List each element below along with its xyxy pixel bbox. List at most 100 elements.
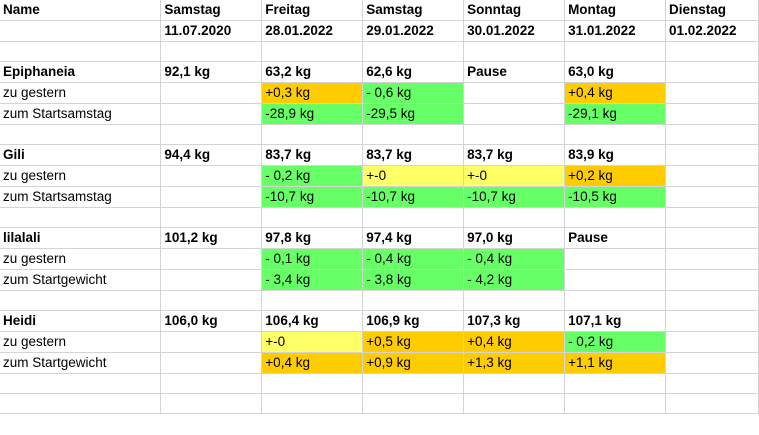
header-date[interactable]: 29.01.2022 [362, 20, 465, 42]
weight-cell[interactable]: Pause [463, 61, 566, 83]
empty-cell[interactable] [664, 393, 759, 414]
empty-cell[interactable] [160, 290, 263, 311]
diff-cell[interactable]: - 0,1 kg [261, 248, 364, 270]
diff-cell[interactable] [160, 331, 263, 353]
row-label[interactable]: zum Startsamstag [0, 186, 162, 208]
diff-cell[interactable] [160, 269, 263, 291]
diff-cell[interactable] [564, 269, 666, 291]
empty-cell[interactable] [664, 124, 759, 145]
diff-cell[interactable]: -10,5 kg [564, 186, 666, 208]
weight-cell[interactable]: 97,4 kg [362, 227, 465, 249]
empty-cell[interactable] [664, 41, 759, 62]
diff-cell[interactable]: - 0,2 kg [261, 165, 364, 187]
diff-cell[interactable]: - 0,2 kg [564, 331, 666, 353]
person-name[interactable]: Epiphaneia [0, 61, 162, 83]
diff-cell[interactable]: +-0 [463, 165, 566, 187]
diff-cell[interactable]: +0,2 kg [564, 165, 666, 187]
diff-cell[interactable] [664, 269, 759, 291]
person-name[interactable]: lilalali [0, 227, 162, 249]
empty-cell[interactable] [160, 207, 263, 228]
empty-cell[interactable] [0, 41, 162, 62]
row-label[interactable]: zu gestern [0, 248, 162, 270]
diff-cell[interactable]: +0,5 kg [362, 331, 465, 353]
header-date[interactable]: 01.02.2022 [664, 20, 759, 42]
diff-cell[interactable]: -10,7 kg [362, 186, 465, 208]
weight-cell[interactable]: 63,2 kg [261, 61, 364, 83]
diff-cell[interactable]: - 0,6 kg [362, 82, 465, 104]
header-date[interactable]: 11.07.2020 [160, 20, 263, 42]
row-label[interactable]: zum Startgewicht [0, 269, 162, 291]
weight-cell[interactable]: 63,0 kg [564, 61, 666, 83]
diff-cell[interactable]: - 3,8 kg [362, 269, 465, 291]
diff-cell[interactable] [160, 82, 263, 104]
diff-cell[interactable]: +0,3 kg [261, 82, 364, 104]
empty-cell[interactable] [564, 41, 666, 62]
diff-cell[interactable] [160, 165, 263, 187]
weight-cell[interactable]: 107,1 kg [564, 310, 666, 332]
weight-cell[interactable]: 83,7 kg [362, 144, 465, 166]
header-day[interactable]: Freitag [261, 0, 364, 21]
empty-cell[interactable] [0, 290, 162, 311]
weight-cell[interactable]: 62,6 kg [362, 61, 465, 83]
diff-cell[interactable] [664, 352, 759, 374]
weight-cell[interactable]: 83,7 kg [463, 144, 566, 166]
diff-cell[interactable]: - 0,4 kg [362, 248, 465, 270]
empty-cell[interactable] [0, 207, 162, 228]
diff-cell[interactable]: - 3,4 kg [261, 269, 364, 291]
empty-cell[interactable] [463, 41, 566, 62]
row-label[interactable]: zu gestern [0, 331, 162, 353]
diff-cell[interactable] [160, 352, 263, 374]
weight-cell[interactable]: Pause [564, 227, 666, 249]
weight-cell[interactable]: 106,4 kg [261, 310, 364, 332]
weight-cell[interactable]: 83,9 kg [564, 144, 666, 166]
weight-cell[interactable]: 107,3 kg [463, 310, 566, 332]
diff-cell[interactable]: - 0,4 kg [463, 248, 566, 270]
header-day[interactable]: Dienstag [664, 0, 759, 21]
diff-cell[interactable]: +1,1 kg [564, 352, 666, 374]
empty-cell[interactable] [463, 207, 566, 228]
header-name[interactable]: Name [0, 0, 162, 21]
diff-cell[interactable]: +-0 [261, 331, 364, 353]
header-day[interactable]: Montag [564, 0, 666, 21]
diff-cell[interactable]: -29,1 kg [564, 103, 666, 125]
diff-cell[interactable]: +-0 [362, 165, 465, 187]
empty-cell[interactable] [463, 393, 566, 414]
diff-cell[interactable]: -10,7 kg [261, 186, 364, 208]
diff-cell[interactable] [160, 103, 263, 125]
diff-cell[interactable] [664, 331, 759, 353]
header-day[interactable]: Samstag [160, 0, 263, 21]
diff-cell[interactable] [160, 248, 263, 270]
weight-cell[interactable]: 94,4 kg [160, 144, 263, 166]
row-label[interactable]: zu gestern [0, 165, 162, 187]
person-name[interactable]: Gili [0, 144, 162, 166]
diff-cell[interactable]: +0,9 kg [362, 352, 465, 374]
empty-cell[interactable] [362, 124, 465, 145]
weight-cell[interactable]: 83,7 kg [261, 144, 364, 166]
weight-cell[interactable]: 106,9 kg [362, 310, 465, 332]
diff-cell[interactable]: +0,4 kg [564, 82, 666, 104]
empty-cell[interactable] [160, 373, 263, 394]
weight-cell[interactable]: 101,2 kg [160, 227, 263, 249]
diff-cell[interactable] [664, 82, 759, 104]
empty-cell[interactable] [664, 207, 759, 228]
empty-cell[interactable] [261, 290, 364, 311]
empty-cell[interactable] [160, 124, 263, 145]
weight-cell[interactable]: 106,0 kg [160, 310, 263, 332]
header-date[interactable]: 30.01.2022 [463, 20, 566, 42]
empty-cell[interactable] [261, 124, 364, 145]
diff-cell[interactable]: -10,7 kg [463, 186, 566, 208]
row-label[interactable]: zu gestern [0, 82, 162, 104]
diff-cell[interactable]: +1,3 kg [463, 352, 566, 374]
diff-cell[interactable]: -28,9 kg [261, 103, 364, 125]
empty-cell[interactable] [564, 373, 666, 394]
weight-cell[interactable]: 92,1 kg [160, 61, 263, 83]
empty-cell[interactable] [160, 41, 263, 62]
person-name[interactable]: Heidi [0, 310, 162, 332]
empty-cell[interactable] [463, 290, 566, 311]
empty-cell[interactable] [362, 393, 465, 414]
header-date[interactable]: 28.01.2022 [261, 20, 364, 42]
empty-cell[interactable] [261, 41, 364, 62]
diff-cell[interactable] [160, 186, 263, 208]
diff-cell[interactable] [463, 103, 566, 125]
empty-cell[interactable] [664, 290, 759, 311]
